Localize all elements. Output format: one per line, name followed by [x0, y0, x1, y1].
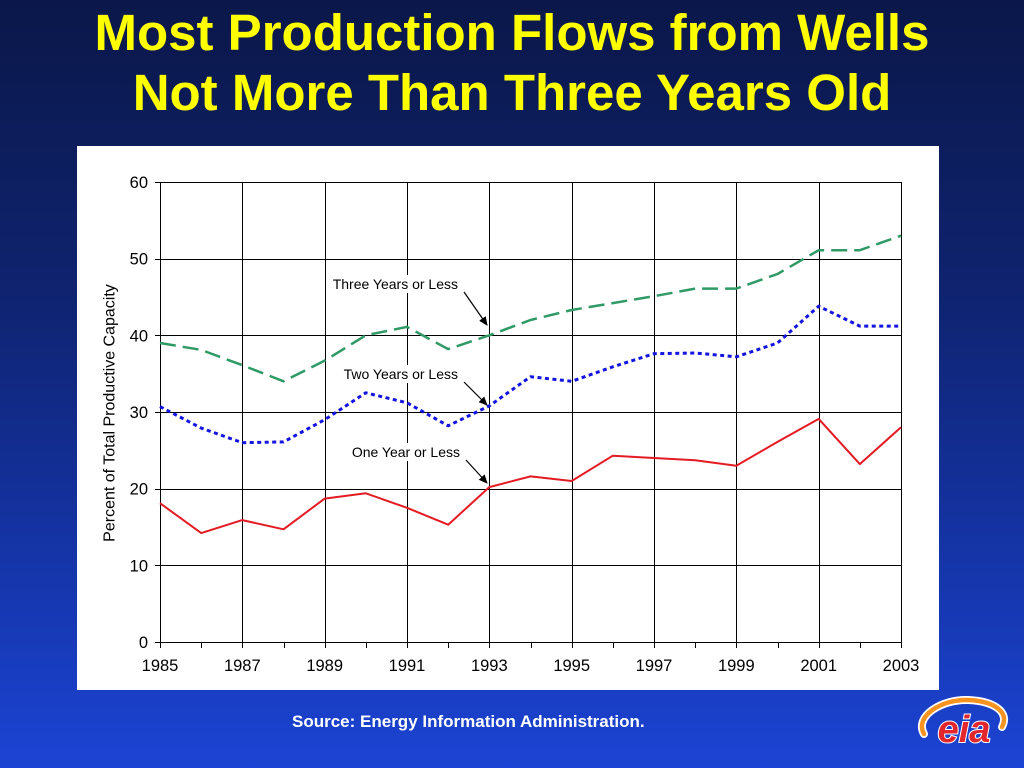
source-note: Source: Energy Information Administratio…: [292, 712, 645, 731]
chart-panel: 0 10 20 30 40 50 60 1985 1987 1989 1991 1993 1995 19…: [77, 146, 939, 690]
x-tick-label: 1987: [224, 657, 261, 675]
x-axis-ticks: 1985 1987 1989 1991 1993 1995 1997 1999 2001 2003: [142, 642, 920, 675]
annotation-background: [348, 443, 463, 461]
y-axis-title: Percent of Total Productive Capacity: [102, 284, 119, 542]
logo-swoosh: [919, 697, 1007, 737]
series-line-one-year-or-less: [159, 417, 902, 535]
y-axis-ticks: 0 10 20 30 40 50 60: [130, 174, 160, 652]
x-tick-label: 1991: [389, 657, 426, 675]
y-tick-label: 60: [130, 174, 148, 192]
y-tick-label: 20: [130, 481, 148, 499]
annotation-one-year-or-less: One Year or Less: [348, 443, 488, 484]
x-tick-label: 1995: [553, 657, 590, 675]
series-line-three-years-or-less: [159, 234, 902, 383]
x-tick-label: 2001: [800, 657, 837, 675]
x-tick-label: 1999: [718, 657, 755, 675]
y-tick-label: 10: [130, 557, 148, 575]
annotation-background: [340, 365, 461, 383]
annotation-arrow: [463, 381, 488, 406]
slide-title: Most Production Flows from Wells Not Mor…: [94, 4, 930, 121]
annotation-two-years-or-less: Two Years or Less: [340, 365, 488, 406]
series-line-two-years-or-less: [159, 304, 901, 445]
x-tick-label: 1997: [636, 657, 673, 675]
series-annotations: Three Years or Less Two Years or Less One …: [329, 275, 488, 484]
x-tick-label: 1993: [471, 657, 508, 675]
annotation-three-years-or-less: Three Years or Less: [329, 275, 488, 326]
annotation-label: Three Years or Less: [333, 276, 458, 292]
annotation-arrow: [465, 459, 488, 484]
y-tick-label: 40: [130, 327, 148, 345]
annotation-background: [329, 275, 461, 293]
series-lines: [159, 234, 902, 535]
y-tick-label: 50: [130, 251, 148, 269]
y-tick-label: 30: [130, 404, 148, 422]
annotation-arrow: [463, 291, 488, 326]
logo-lettering: eia: [938, 709, 991, 751]
annotation-label: Two Years or Less: [344, 366, 458, 382]
y-tick-label: 0: [139, 634, 148, 652]
x-tick-label: 2003: [883, 657, 920, 675]
x-tick-label: 1985: [142, 657, 179, 675]
annotation-label: One Year or Less: [352, 444, 460, 460]
eia-logo: eia: [918, 695, 1008, 752]
x-tick-label: 1989: [306, 657, 343, 675]
gridlines: [160, 182, 902, 642]
